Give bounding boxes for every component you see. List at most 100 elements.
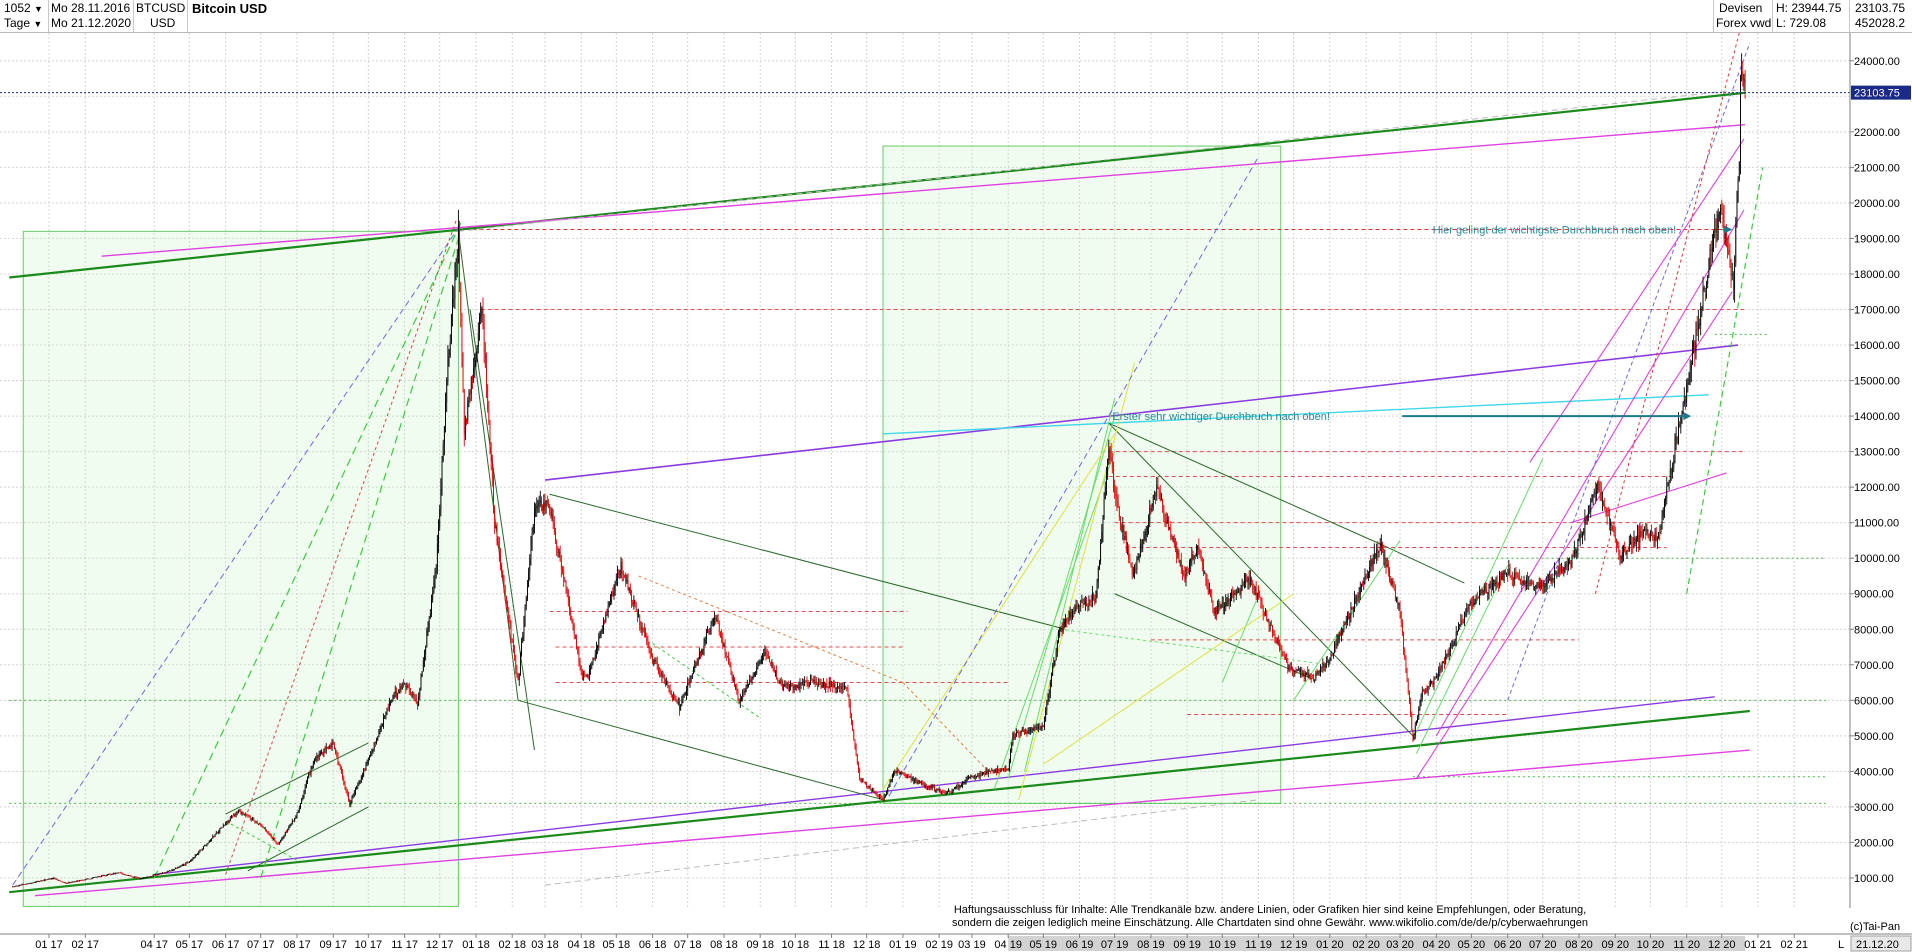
interval-select[interactable]: Tage ▼ xyxy=(4,16,42,32)
candle-body xyxy=(1568,561,1569,567)
candle-body xyxy=(827,687,829,689)
candle-body xyxy=(1715,228,1717,233)
candle-body xyxy=(730,665,732,673)
candle-body xyxy=(1552,578,1554,581)
candle-body xyxy=(659,671,661,674)
candle-body xyxy=(1355,597,1357,604)
candle-body xyxy=(170,870,172,872)
candle-body xyxy=(39,881,41,882)
candle-body xyxy=(342,771,344,778)
candle-body xyxy=(599,634,601,637)
candle-body xyxy=(667,681,669,687)
candle-body xyxy=(1231,592,1233,598)
candle-body xyxy=(1028,730,1030,732)
candle-body xyxy=(1611,522,1613,528)
candle-body xyxy=(1108,448,1110,461)
candle-body xyxy=(1145,531,1147,536)
candle-body xyxy=(1401,621,1403,634)
candle-body xyxy=(735,684,737,687)
candle-body xyxy=(1321,666,1323,668)
candle-body xyxy=(473,367,475,379)
candle-body xyxy=(1246,579,1248,582)
candle-body xyxy=(1532,582,1534,587)
candle-body xyxy=(617,573,618,580)
candle-body xyxy=(922,782,924,784)
candle-body xyxy=(987,770,989,774)
candle-body xyxy=(122,873,124,875)
candle-body xyxy=(963,781,965,783)
candle-body xyxy=(815,681,817,685)
candle-body xyxy=(1672,467,1674,474)
candle-body xyxy=(453,298,455,300)
candle-body xyxy=(442,444,444,461)
candle-body xyxy=(1514,572,1516,580)
candle-body xyxy=(1606,510,1608,516)
candle-body xyxy=(666,681,668,684)
candle-body xyxy=(1527,580,1528,584)
candle-body xyxy=(870,788,872,791)
candle-body xyxy=(1027,730,1029,733)
candle-body xyxy=(257,823,259,825)
candle-body xyxy=(923,783,925,786)
candle-body xyxy=(390,701,391,703)
candle-body xyxy=(1207,587,1209,594)
candle-body xyxy=(647,641,649,646)
candle-body xyxy=(108,874,110,875)
candle-body xyxy=(335,749,336,754)
candle-body xyxy=(811,680,813,681)
candle-body xyxy=(743,690,745,693)
candle-body xyxy=(56,878,58,881)
candle-body xyxy=(305,782,307,788)
candle-body xyxy=(516,669,518,675)
x-tick-label: 05 17 xyxy=(176,939,204,951)
candle-body xyxy=(91,877,93,879)
candle-body xyxy=(142,878,143,880)
candle-body xyxy=(1136,559,1138,570)
candle-body xyxy=(137,877,139,879)
candle-body xyxy=(1540,582,1541,588)
arrow-head-icon xyxy=(1724,225,1733,234)
candle-body xyxy=(24,884,25,885)
candle-body xyxy=(1325,661,1327,665)
candle-body xyxy=(977,775,979,777)
divider xyxy=(1713,0,1714,32)
candle-body xyxy=(1718,213,1720,215)
candle-body xyxy=(386,707,388,714)
candle-body xyxy=(448,356,450,358)
candle-body xyxy=(1463,612,1465,623)
candles xyxy=(12,53,1746,888)
x-tick-label: 09 19 xyxy=(1173,939,1201,951)
y-tick-label: 9000.00 xyxy=(1854,589,1894,601)
candle-body xyxy=(1048,693,1050,699)
candle-body xyxy=(633,600,635,605)
candle-body xyxy=(959,785,961,787)
candle-body xyxy=(1075,606,1077,611)
candle-body xyxy=(422,660,424,672)
candle-body xyxy=(1376,548,1378,559)
candle-body xyxy=(55,878,57,880)
candle-body xyxy=(863,781,865,783)
candle-body xyxy=(913,777,914,782)
candle-body xyxy=(1087,606,1089,608)
candle-body xyxy=(1525,580,1527,587)
candle-body xyxy=(1640,531,1642,532)
candle-body xyxy=(898,772,900,775)
candle-body xyxy=(1521,581,1523,585)
candle-body xyxy=(909,776,911,778)
candle-body xyxy=(1492,584,1493,590)
candle-body xyxy=(996,770,997,773)
candle-body xyxy=(534,508,535,525)
candle-body xyxy=(1507,573,1509,575)
trend-line xyxy=(153,220,463,879)
candle-body xyxy=(27,883,29,885)
candle-body xyxy=(1056,641,1058,652)
candle-body xyxy=(286,831,287,833)
candle-body xyxy=(1404,649,1406,658)
candle-body xyxy=(110,874,112,876)
x-tick-label: 06 17 xyxy=(212,939,240,951)
candle-body xyxy=(1263,613,1265,615)
candle-body xyxy=(184,864,186,866)
period-select[interactable]: 1052 ▼ xyxy=(4,1,43,17)
candle-body xyxy=(1520,578,1521,582)
candle-body xyxy=(514,651,515,656)
